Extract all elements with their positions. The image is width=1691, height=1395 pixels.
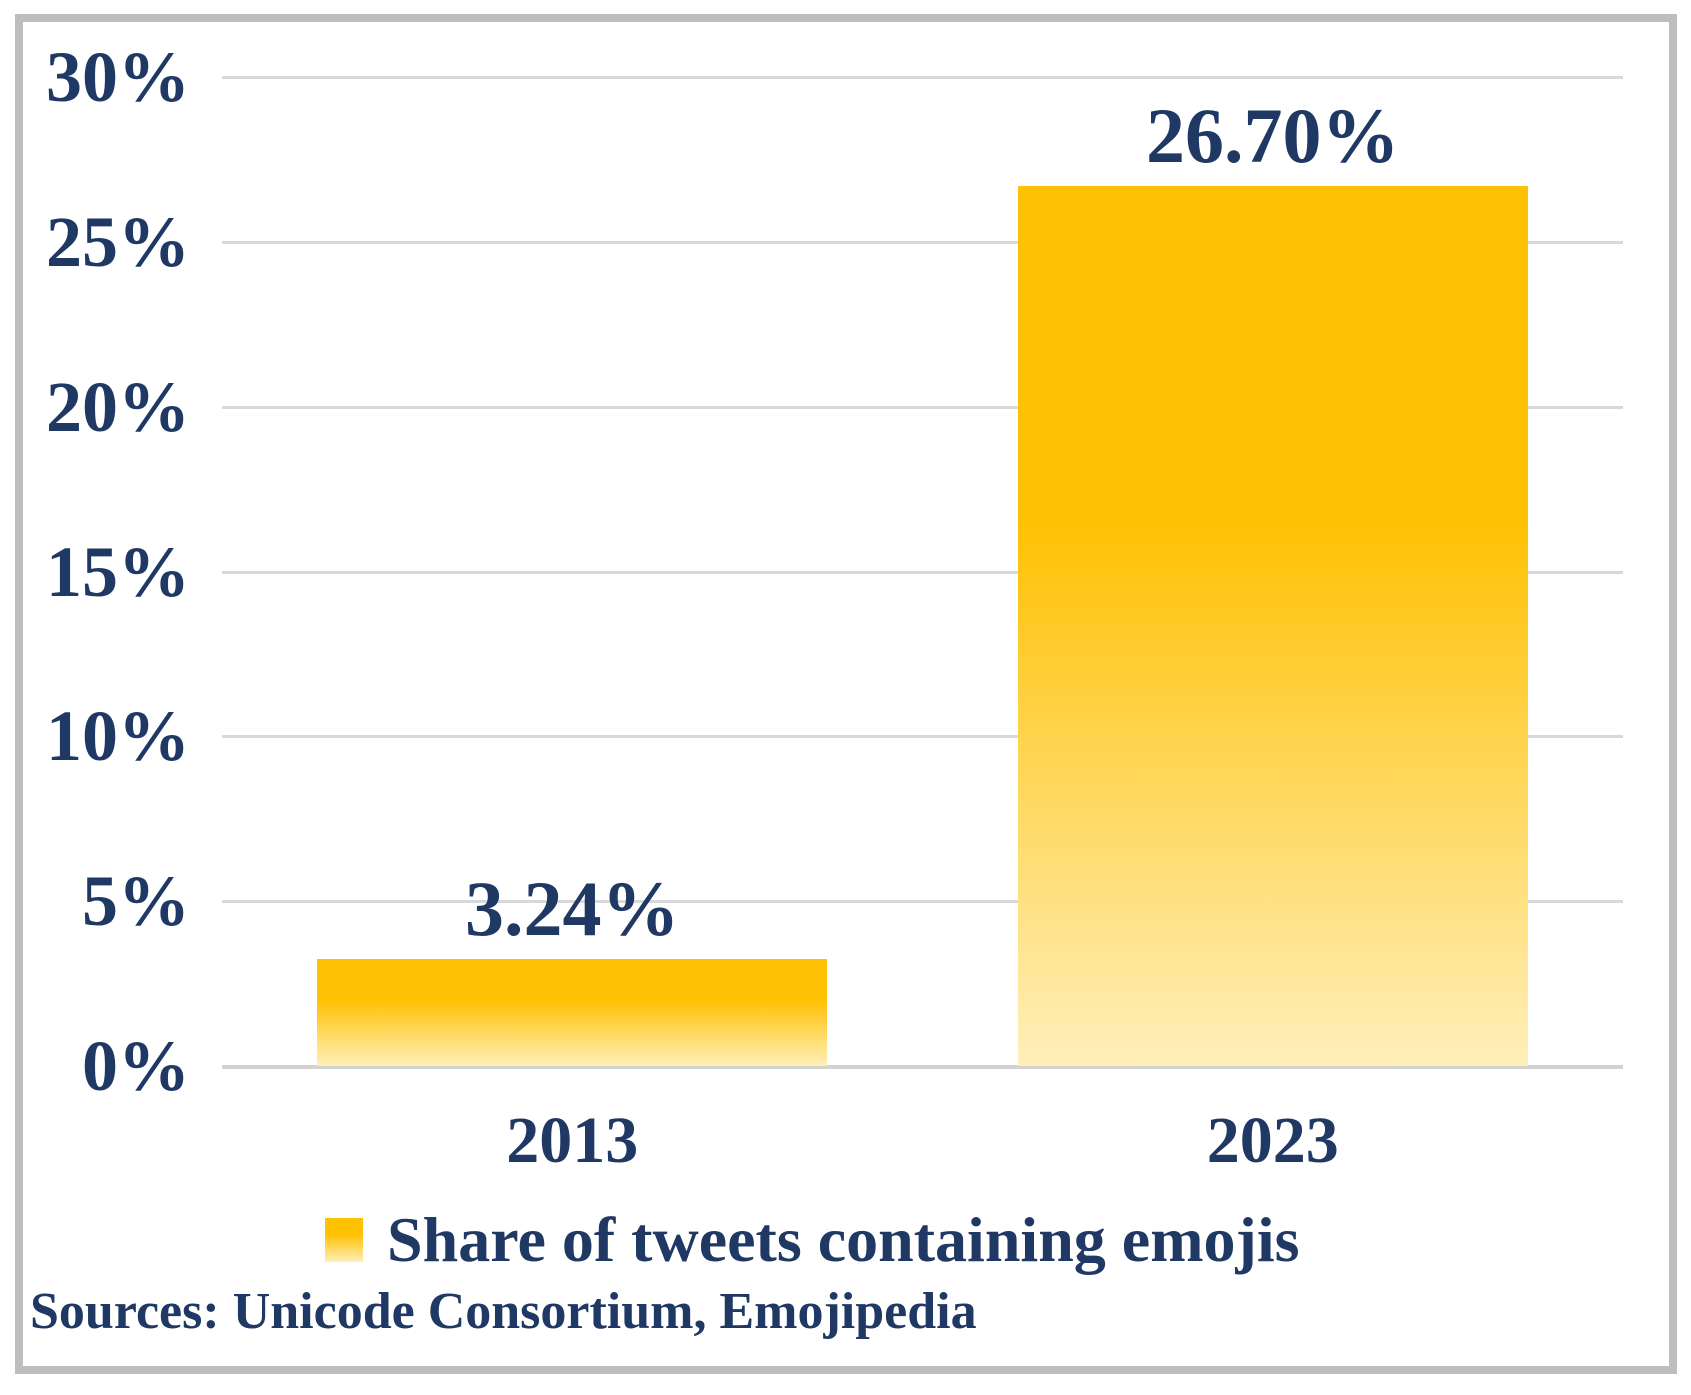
- y-tick-5: 5%: [82, 861, 190, 942]
- y-tick-10: 10%: [46, 696, 190, 777]
- value-label-2023: 26.70%: [1146, 91, 1400, 179]
- gridline-5: [222, 900, 1623, 904]
- gridline-30: [222, 76, 1623, 79]
- gridline-10: [222, 735, 1623, 739]
- gridline-15: [222, 570, 1623, 574]
- y-tick-25: 25%: [46, 201, 190, 282]
- y-tick-0: 0%: [82, 1026, 190, 1106]
- y-tick-15: 15%: [46, 531, 190, 612]
- sources-caption: Sources: Unicode Consortium, Emojipedia: [30, 1283, 977, 1340]
- legend-label: Share of tweets containing emojis: [387, 1204, 1300, 1275]
- y-tick-30: 30%: [46, 37, 190, 117]
- value-label-2013: 3.24%: [465, 865, 680, 953]
- gridline-20: [222, 405, 1623, 409]
- legend: Share of tweets containing emojis: [325, 1206, 1300, 1274]
- bar-2023: [1017, 185, 1528, 1066]
- x-label-2013: 2013: [506, 1104, 639, 1177]
- gridline-25: [222, 240, 1623, 244]
- legend-swatch: [325, 1218, 363, 1262]
- gridline-0: [222, 1065, 1623, 1069]
- x-label-2023: 2023: [1206, 1104, 1339, 1177]
- y-tick-20: 20%: [46, 366, 190, 447]
- bar-2013: [317, 959, 828, 1066]
